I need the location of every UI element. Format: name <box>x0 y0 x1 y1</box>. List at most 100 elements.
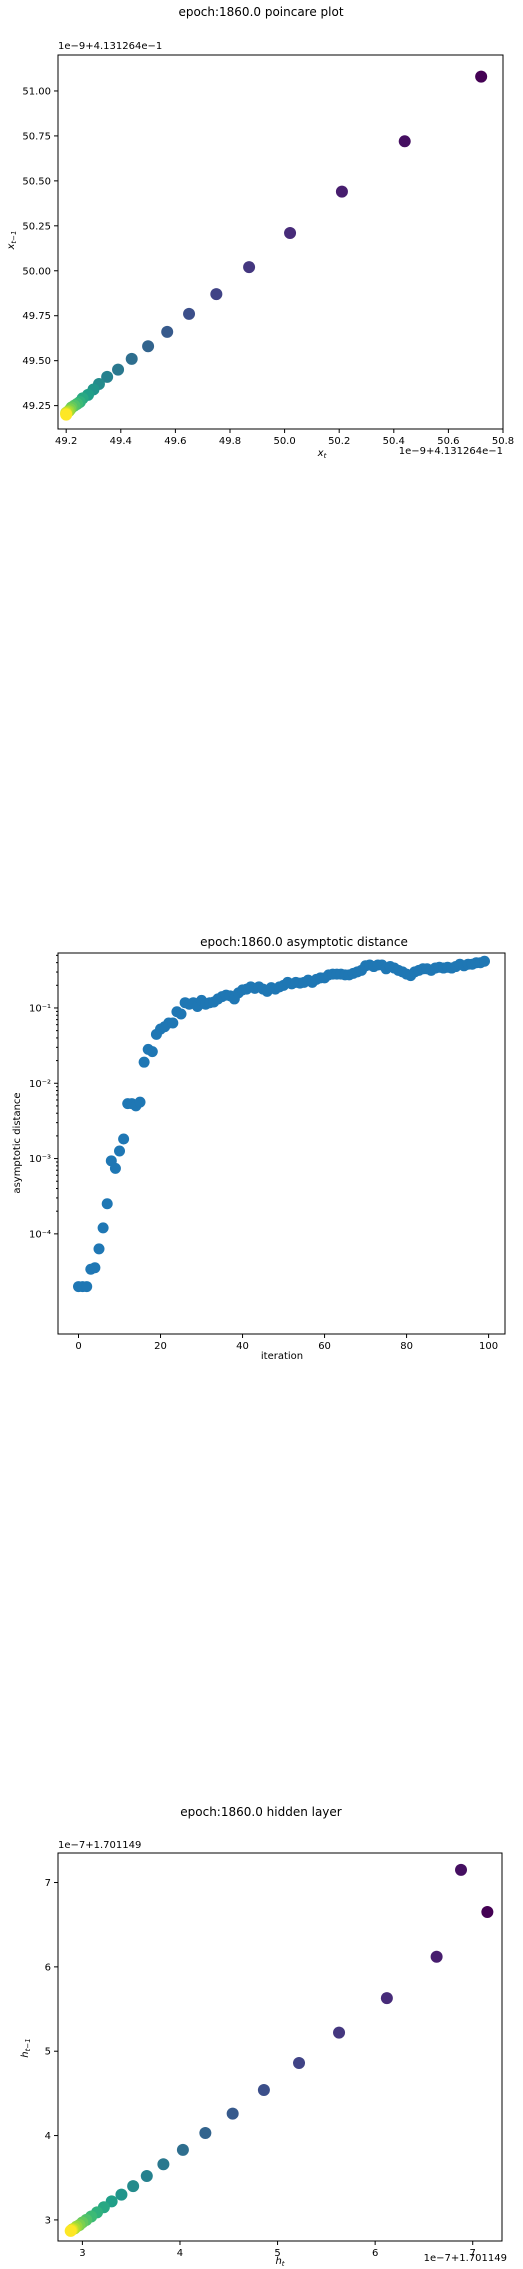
y-tick-label: 50.25 <box>22 221 51 232</box>
scatter-point <box>176 2143 189 2156</box>
scatter-point <box>430 1950 443 1963</box>
scatter-point <box>97 1222 109 1234</box>
y-tick-label: 4 <box>45 2131 51 2142</box>
x-tick-label: 50.6 <box>437 436 459 447</box>
y-tick-label: 10⁻¹ <box>29 1003 51 1014</box>
y-axis-label: asymptotic distance <box>12 1092 23 1193</box>
x-ticks: 3 4 5 6 7 <box>79 2241 476 2259</box>
x-tick-label: 50.0 <box>273 436 295 447</box>
scatter-point <box>380 1992 393 2005</box>
scatter-point <box>183 307 196 320</box>
x-tick-label: 49.6 <box>164 436 186 447</box>
x-tick-label: 5 <box>274 2248 280 2259</box>
scatter-points <box>60 70 488 421</box>
x-tick-label: 49.2 <box>55 436 77 447</box>
scatter-point <box>161 325 174 338</box>
x-axis-label: ht <box>275 2256 284 2268</box>
plot-frame <box>57 54 504 430</box>
scatter-point <box>101 1198 113 1210</box>
y-tick-label: 5 <box>45 2047 51 2058</box>
scatter-point <box>138 1056 150 1068</box>
chart-title: epoch:1860.0 hidden layer <box>180 1805 342 1819</box>
scatter-point <box>335 185 348 198</box>
y-ticks: 10⁻¹ 10⁻² 10⁻³ 10⁻⁴ <box>29 954 58 1240</box>
y-tick-label: 50.00 <box>22 266 51 277</box>
x-tick-label: 80 <box>400 1341 413 1352</box>
y-tick-label: 50.50 <box>22 176 51 187</box>
scatter-point <box>226 2107 239 2120</box>
scatter-point <box>199 2127 212 2140</box>
x-tick-label: 49.4 <box>110 436 132 447</box>
x-tick-label: 49.8 <box>219 436 241 447</box>
y-tick-label: 10⁻⁴ <box>29 1229 51 1240</box>
x-axis-label: iteration <box>261 1351 303 1362</box>
scatter-point <box>89 1262 101 1274</box>
scatter-point <box>284 227 297 240</box>
scatter-point <box>455 1863 468 1876</box>
y-tick-label: 49.25 <box>22 401 51 412</box>
scatter-point <box>134 1096 146 1108</box>
hidden-layer-chart: epoch:1860.0 hidden layer 1e−7+1.701149 … <box>20 1805 507 2268</box>
y-ticks: 3 4 5 6 7 <box>45 1878 58 2226</box>
x-ticks: 49.2 49.4 49.6 49.8 50.0 50.2 50.4 50.6 50.8 <box>55 429 514 447</box>
x-tick-label: 50.8 <box>492 436 514 447</box>
scatter-point <box>167 1017 179 1029</box>
scatter-point <box>118 1133 130 1145</box>
plot-frame <box>57 952 506 1335</box>
x-tick-label: 50.4 <box>383 436 405 447</box>
scatter-point <box>475 70 488 83</box>
scatter-point <box>112 363 125 376</box>
scatter-points <box>64 1863 494 2237</box>
poincare-plot-chart: epoch:1860.0 poincare plot 1e−9+4.131264… <box>6 5 514 460</box>
scatter-point <box>115 2188 128 2201</box>
scatter-point <box>257 2084 270 2097</box>
y-axis-label: ht−1 <box>20 2038 32 2057</box>
chart-title: epoch:1860.0 poincare plot <box>178 5 343 19</box>
y-ticks: 49.25 49.50 49.75 50.00 50.25 50.50 50.75 51.00 <box>22 86 58 412</box>
x-tick-label: 20 <box>154 1341 167 1352</box>
scatter-point <box>93 1243 105 1255</box>
y-tick-label: 7 <box>45 1878 51 1889</box>
x-tick-label: 3 <box>79 2248 85 2259</box>
scatter-point <box>127 2180 140 2193</box>
scatter-point <box>175 1008 187 1020</box>
scatter-point <box>481 1906 494 1919</box>
x-tick-label: 0 <box>75 1341 81 1352</box>
x-tick-label: 60 <box>318 1341 331 1352</box>
x-offset-label: 1e−9+4.131264e−1 <box>399 446 503 457</box>
y-tick-label: 49.50 <box>22 356 51 367</box>
y-offset-label: 1e−9+4.131264e−1 <box>58 41 162 52</box>
x-tick-label: 4 <box>177 2248 183 2259</box>
asymptotic-distance-chart: epoch:1860.0 asymptotic distance 10⁻¹10⁻… <box>12 935 506 1362</box>
scatter-point <box>125 352 138 365</box>
scatter-point <box>81 1281 93 1293</box>
scatter-point <box>140 2170 153 2183</box>
scatter-point <box>157 2158 170 2171</box>
scatter-point <box>60 408 73 421</box>
scatter-point <box>293 2057 306 2070</box>
scatter-point <box>333 2026 346 2039</box>
scatter-point <box>64 2224 77 2237</box>
y-offset-label: 1e−7+1.701149 <box>58 1840 141 1851</box>
y-tick-label: 49.75 <box>22 311 51 322</box>
scatter-points <box>73 955 490 1293</box>
x-tick-label: 50.2 <box>328 436 350 447</box>
scatter-point <box>210 288 223 301</box>
scatter-point <box>478 955 490 967</box>
scatter-point <box>109 1162 121 1174</box>
scatter-point <box>101 370 114 383</box>
x-tick-label: 40 <box>236 1341 249 1352</box>
y-tick-label: 10⁻² <box>29 1079 51 1090</box>
x-tick-label: 100 <box>479 1341 498 1352</box>
scatter-point <box>398 135 411 148</box>
y-axis-label: xt−1 <box>6 231 18 251</box>
x-tick-label: 7 <box>470 2248 476 2259</box>
scatter-point <box>142 340 155 353</box>
y-tick-label: 50.75 <box>22 131 51 142</box>
y-tick-label: 10⁻³ <box>29 1154 51 1165</box>
y-tick-label: 3 <box>45 2215 51 2226</box>
x-ticks: 0 20 40 60 80 100 <box>75 1334 498 1352</box>
y-tick-label: 51.00 <box>22 86 51 97</box>
scatter-point <box>146 1046 158 1058</box>
